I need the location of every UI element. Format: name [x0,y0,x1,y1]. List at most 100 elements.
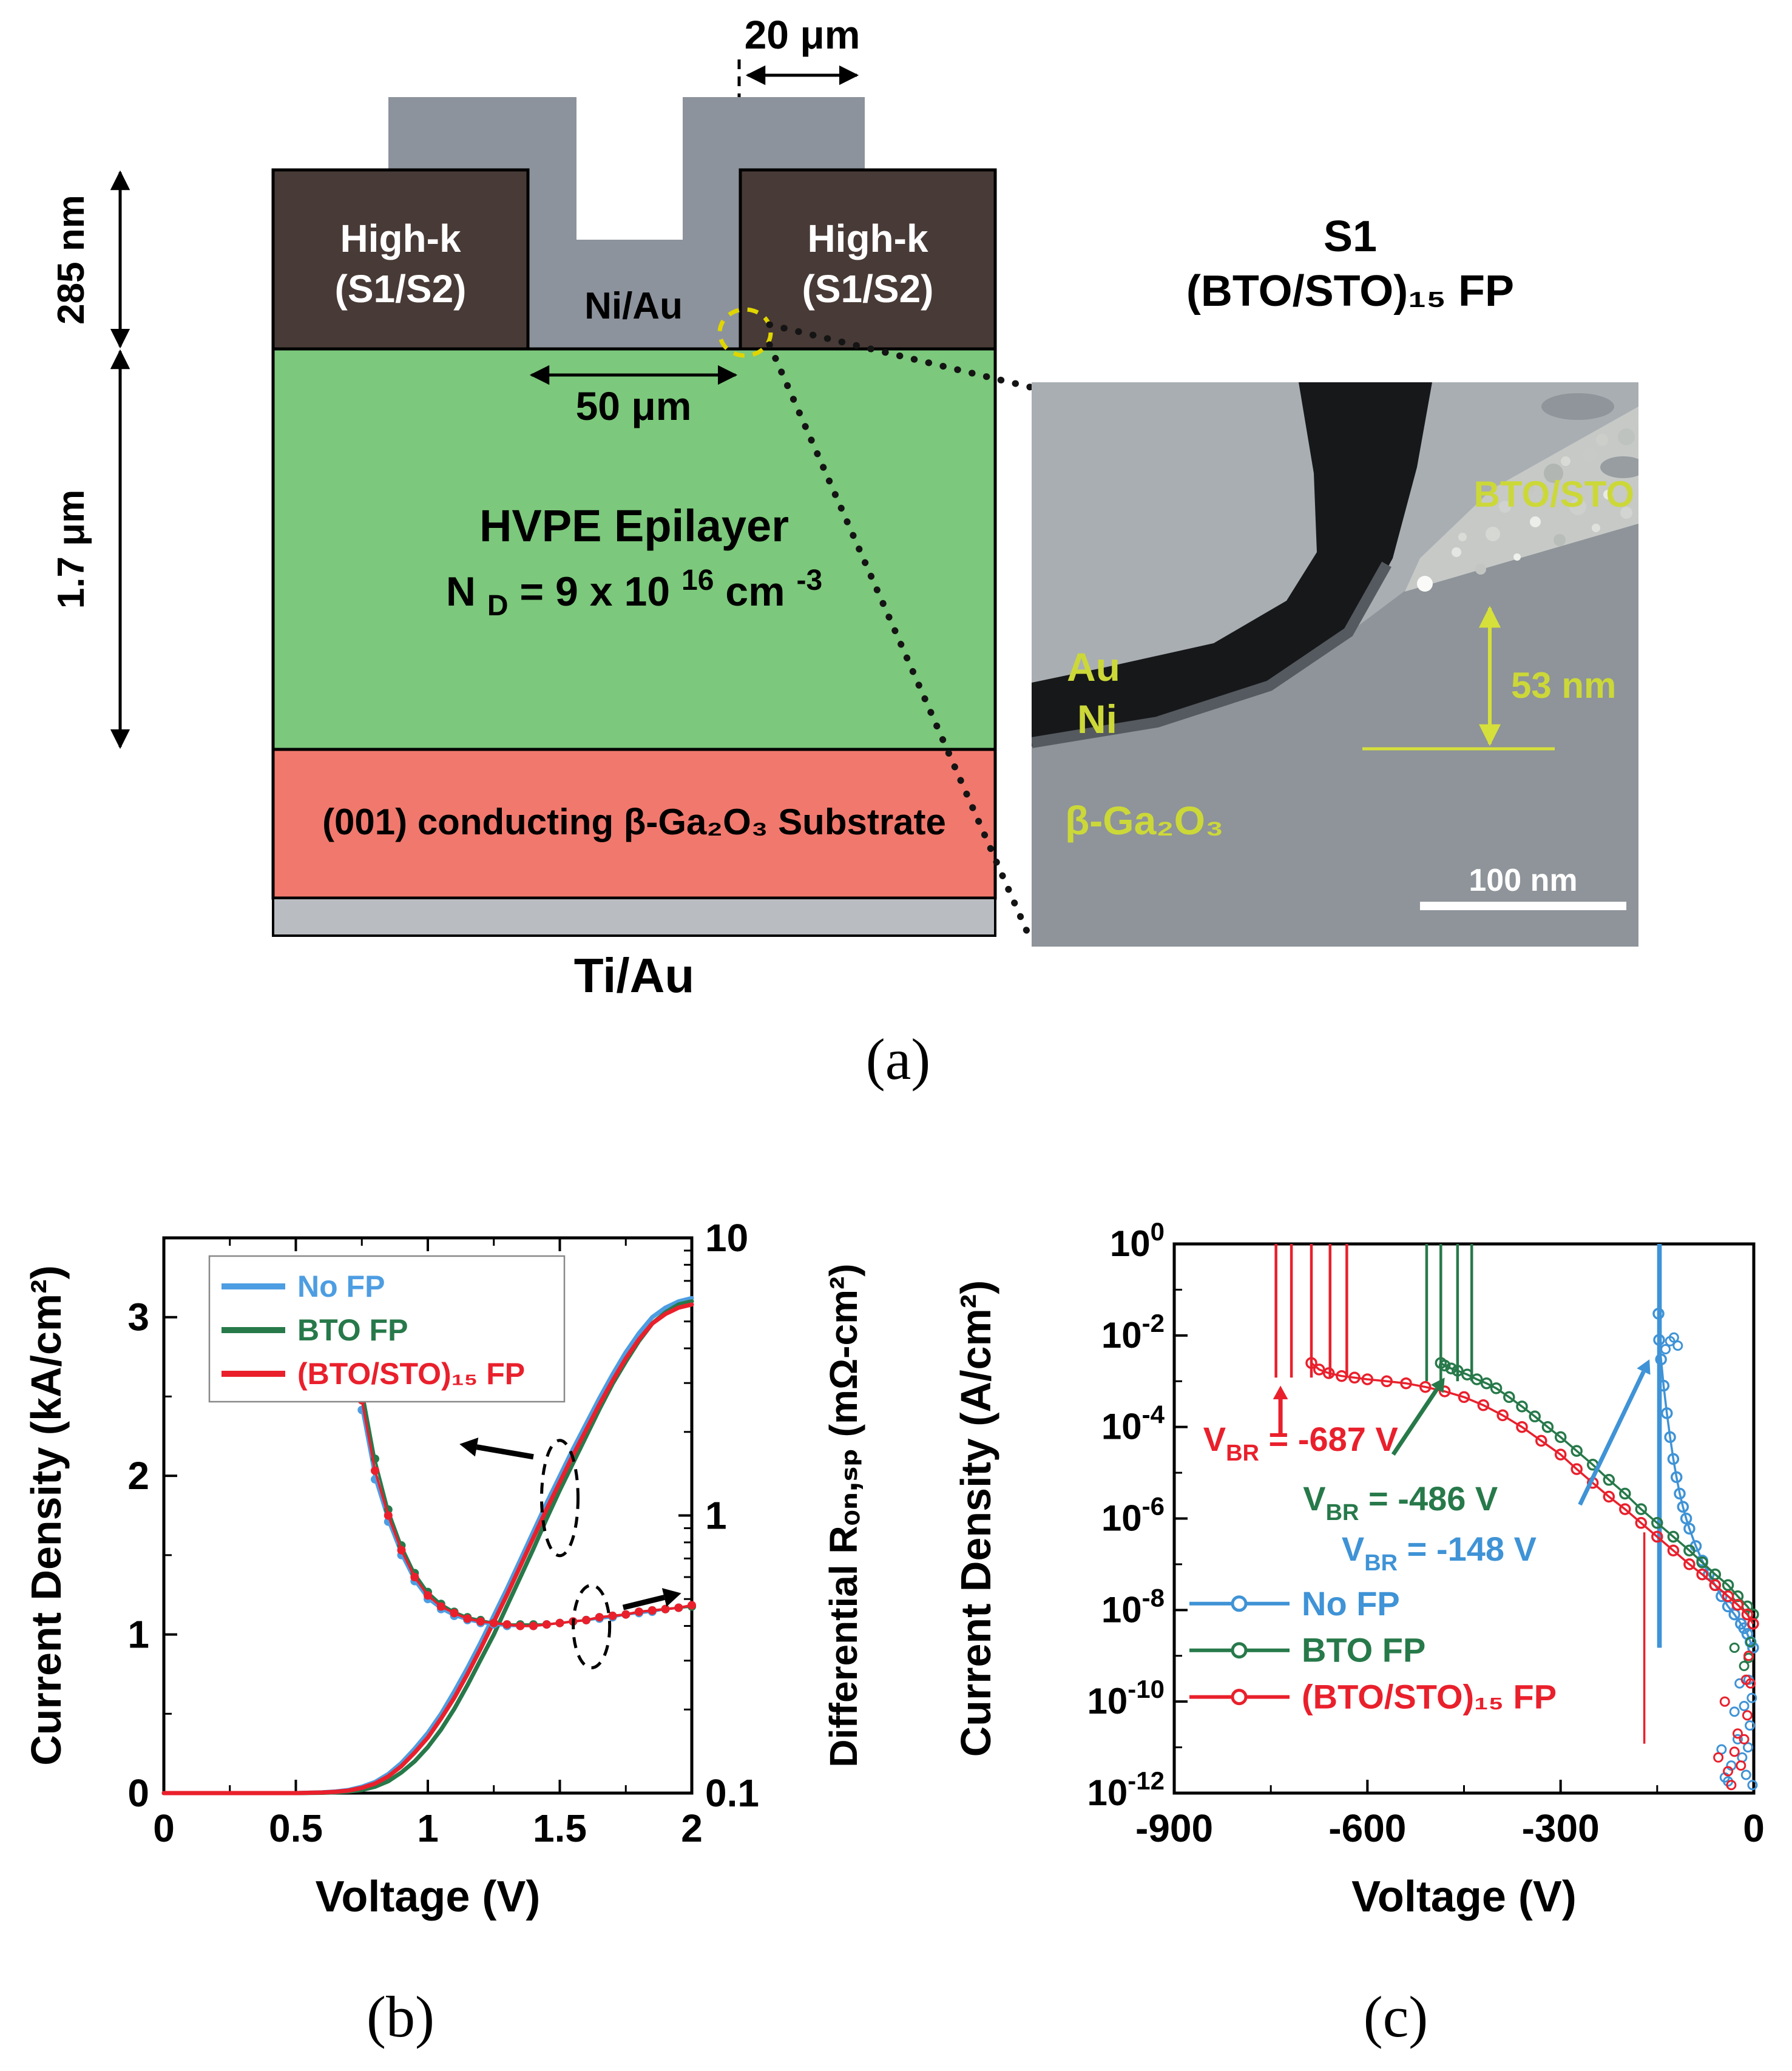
point-bto-fp [1651,1517,1663,1529]
noise-point-bto-fp [1739,1661,1750,1671]
point-bto-fp [1667,1530,1680,1543]
marker-no-fp-ron [516,1621,525,1630]
point-no-fp [1667,1453,1680,1465]
marker--bto-sto-15-fp-ron [410,1573,419,1581]
marker--bto-sto-15-fp-ron [463,1614,472,1623]
marker-bto-fp-ron [371,1454,379,1464]
noise-point--bto-sto-15-fp [1719,1696,1730,1707]
noise-point-no-fp [1737,1752,1748,1763]
marker-bto-fp-ron [647,1606,657,1615]
marker-no-fp-ron [555,1618,564,1627]
point-bto-fp [1554,1431,1567,1444]
y-left-tick-label: 2 [127,1454,149,1498]
point-bto-fp [1696,1556,1708,1569]
point-no-fp [1674,1487,1686,1500]
point--bto-sto-15-fp [1696,1568,1708,1581]
tem-title: S1 (BTO/STO)₁₅ FP [1032,209,1669,319]
legend-label: BTO FP [1302,1631,1425,1669]
noise-point-no-fp [1745,1720,1756,1731]
point-bto-fp [1490,1382,1503,1394]
marker--bto-sto-15-fp-ron [595,1613,604,1622]
ron-dashed-ellipse [572,1584,612,1669]
noise-point-bto-fp [1745,1637,1756,1647]
legend-label: No FP [1302,1584,1400,1623]
marker--bto-sto-15-fp-ron [582,1615,590,1624]
dim-50um-label: 50 μm [576,383,692,428]
marker-no-fp-ron [582,1615,590,1624]
point-no-fp [1657,1379,1670,1392]
tem-title-line2: (BTO/STO)₁₅ FP [1186,267,1515,316]
x-tick-label: 1 [417,1806,439,1850]
marker-no-fp-ron [450,1611,459,1620]
y-tick-label: 10-4 [1101,1400,1165,1447]
highk-right-label-2: (S1/S2) [802,267,934,311]
y-axis-label: Current Density (A/cm²) [952,1280,999,1757]
legend-marker [1231,1642,1248,1659]
y-right-tick-label: 0.1 [705,1771,759,1815]
marker-bto-fp-ron [397,1541,406,1550]
point-bto-fp [1709,1568,1722,1581]
noise-point-no-fp [1743,1674,1754,1685]
point-bto-fp [1461,1368,1473,1380]
noise-point--bto-sto-15-fp [1733,1728,1743,1739]
marker-no-fp-ron [595,1614,604,1623]
point-no-fp [1670,1471,1683,1484]
marker--bto-sto-15-fp-ron [635,1607,643,1617]
x-tick-label: -600 [1328,1806,1406,1850]
point--bto-sto-15-fp [1400,1377,1412,1390]
point-no-fp [1722,1600,1734,1613]
marker-no-fp-ron [489,1620,498,1629]
noise-point--bto-sto-15-fp [1740,1674,1751,1685]
tem-scalebar-label: 100 nm [1469,863,1577,898]
series--bto-sto-15-fp [1310,1362,1754,1624]
vbr-arrow-head [1430,1377,1445,1393]
vbr-label: VBR = -687 V [1203,1420,1398,1466]
doping-label: N D = 9 x 10 16 cm -3 [446,553,822,624]
y-tick-label: 10-2 [1101,1309,1165,1356]
anode-metal-shape [388,97,865,349]
vbr-arrow [1578,1370,1646,1506]
series-bto-fp [1440,1362,1754,1615]
marker-bto-fp-ron [674,1603,683,1612]
marker-no-fp-ron [384,1517,393,1526]
point--bto-sto-15-fp [1496,1409,1509,1422]
series-no-fp-j-v [161,1296,694,1796]
y-tick-label: 10-10 [1087,1675,1165,1721]
point--bto-sto-15-fp [1516,1421,1528,1433]
legend-label: (BTO/STO)₁₅ FP [1302,1678,1557,1716]
ron-axis-arrow [622,1595,665,1610]
marker--bto-sto-15-fp-ron [688,1601,696,1610]
marker--bto-sto-15-fp-ron [424,1591,432,1600]
point-bto-fp [1541,1421,1554,1433]
legend-marker [1231,1595,1248,1612]
point--bto-sto-15-fp [1381,1375,1393,1388]
noise-point-no-fp [1723,1776,1734,1787]
epilayer-region [271,347,997,751]
noise-point-no-fp [1719,1772,1730,1783]
series-bto-fp-j-v [161,1299,694,1796]
marker-bto-fp-ron [463,1613,472,1622]
noise-point-no-fp [1726,1760,1737,1771]
dim-285nm-label: 285 nm [50,195,92,325]
point--bto-sto-15-fp [1305,1357,1317,1369]
noise-point-no-fp [1716,1744,1727,1755]
point-no-fp [1652,1308,1665,1320]
point-bto-fp [1683,1544,1696,1556]
x-tick-label: 1.5 [533,1806,587,1850]
point-bto-fp [1516,1400,1528,1413]
point--bto-sto-15-fp [1458,1391,1470,1404]
point-no-fp [1747,1641,1759,1654]
point--bto-sto-15-fp [1336,1370,1348,1382]
marker-bto-fp-ron [424,1587,432,1596]
ron-axis-arrow-head [661,1588,681,1607]
highk-block-left [271,168,530,351]
series-bto-fp-ron [360,1386,693,1626]
marker--bto-sto-15-fp-ron [476,1617,485,1626]
legend-label: BTO FP [297,1313,408,1347]
marker-no-fp-ron [424,1595,432,1604]
legend-label: (BTO/STO)₁₅ FP [297,1357,525,1391]
marker-bto-fp-ron [688,1602,696,1611]
point-bto-fp [1747,1608,1759,1621]
marker--bto-sto-15-fp-ron [529,1621,538,1630]
marker-bto-fp-ron [595,1613,604,1622]
